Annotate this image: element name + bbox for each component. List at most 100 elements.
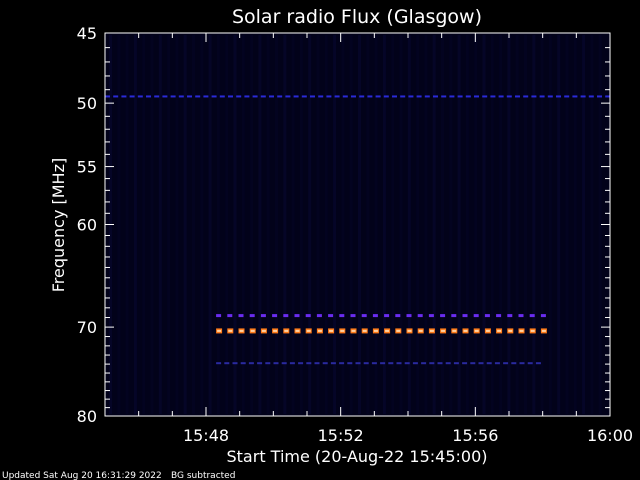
band-segment <box>597 95 602 98</box>
band-segment-core <box>351 329 356 332</box>
noise-streak <box>125 35 129 414</box>
band-segment <box>272 314 278 318</box>
band-segment <box>572 95 578 98</box>
noise-streak <box>283 35 287 414</box>
noise-streak <box>407 35 411 414</box>
band-segment-core <box>429 329 434 332</box>
band-segment <box>310 95 315 98</box>
noise-streak <box>582 35 586 414</box>
band-segment <box>421 362 427 365</box>
band-segment <box>416 95 422 98</box>
band-segment <box>474 95 479 98</box>
band-segment-core <box>441 329 446 332</box>
band-segment <box>316 314 322 318</box>
noise-streak <box>208 35 212 414</box>
band-segment <box>265 362 271 365</box>
band-segment <box>605 95 611 98</box>
band-segment-core <box>217 329 222 332</box>
band-segment <box>486 362 492 365</box>
noise-streak <box>540 35 544 414</box>
noise-streak <box>449 35 453 414</box>
noise-streak <box>358 35 361 414</box>
band-segment <box>339 314 345 318</box>
footer-bg-note: BG subtracted <box>171 471 235 480</box>
noise-streak <box>258 35 262 414</box>
noise-streak <box>142 35 146 414</box>
noise-streak <box>482 35 486 414</box>
band-segment <box>244 95 250 98</box>
band-segment <box>257 362 263 365</box>
band-segment <box>412 362 418 365</box>
band-segment <box>506 95 512 98</box>
band-segment <box>113 95 119 98</box>
band-segment <box>453 362 459 365</box>
noise-streak <box>117 35 121 414</box>
band-segment <box>269 95 274 98</box>
band-segment <box>406 314 412 318</box>
noise-streak <box>366 35 370 414</box>
noise-streak <box>565 35 569 414</box>
band-segment-core <box>340 329 345 332</box>
band-segment <box>392 95 397 98</box>
band-segment <box>232 362 238 365</box>
band-segment-core <box>317 329 322 332</box>
y-tick-label: 70 <box>77 318 97 337</box>
band-segment <box>293 95 299 98</box>
band-segment <box>249 314 255 318</box>
emission-bands <box>105 95 611 365</box>
noise-streak <box>465 35 469 414</box>
band-segment <box>529 314 535 318</box>
band-segment <box>137 95 143 98</box>
band-segment <box>371 362 377 365</box>
band-segment <box>507 314 513 318</box>
noise-streak <box>133 35 137 414</box>
band-segment <box>238 314 244 318</box>
band-segment <box>437 362 443 365</box>
x-tick-label: 16:00 <box>587 426 633 445</box>
band-segment <box>429 362 435 365</box>
band-segment <box>170 95 176 98</box>
x-tick-label: 15:52 <box>318 426 364 445</box>
band-segment <box>384 314 390 318</box>
band-segment <box>462 314 468 318</box>
band-segment-core <box>284 329 289 332</box>
band-segment <box>289 362 295 365</box>
noise-streak <box>216 35 220 414</box>
band-segment <box>178 95 184 98</box>
noise-streak <box>416 35 420 414</box>
band-segment <box>462 362 468 365</box>
band-segment <box>451 314 457 318</box>
band-segment <box>473 314 479 318</box>
band-segment <box>417 314 423 318</box>
band-segment <box>285 95 291 98</box>
band-segment <box>305 314 311 318</box>
band-segment <box>518 314 524 318</box>
noise-streak <box>158 35 162 414</box>
noise-streak <box>183 35 187 414</box>
band-segment <box>424 95 430 98</box>
band-segment <box>314 362 320 365</box>
band-segment <box>219 95 225 98</box>
noise-streak <box>374 35 378 414</box>
band-segment <box>203 95 209 98</box>
y-tick-label: 45 <box>77 24 97 43</box>
band-segment <box>281 362 287 365</box>
band-segment-core <box>508 329 513 332</box>
noise-streak <box>200 35 204 414</box>
band-segment-core <box>519 329 524 332</box>
x-tick-label: 15:48 <box>183 426 229 445</box>
noise-streak <box>316 35 320 414</box>
band-segment <box>318 95 324 98</box>
noise-streak <box>432 35 436 414</box>
x-tick-label: 15:56 <box>452 426 498 445</box>
band-segment <box>449 95 455 98</box>
noise-streak <box>324 35 328 414</box>
noise-streak <box>299 35 303 414</box>
noise-streak <box>275 35 278 414</box>
band-segment-core <box>306 329 311 332</box>
band-segment-core <box>228 329 233 332</box>
noise-streak <box>266 35 270 414</box>
band-segment <box>484 314 490 318</box>
band-segment-core <box>485 329 490 332</box>
